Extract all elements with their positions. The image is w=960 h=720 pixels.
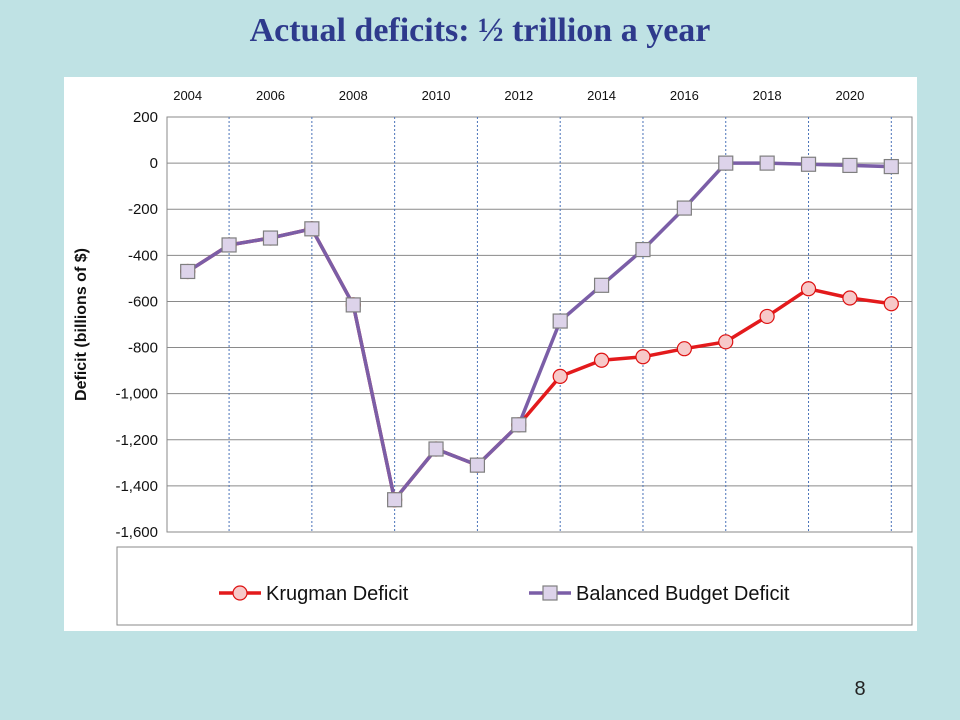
balanced-budget-point [511, 417, 527, 433]
slide-title: Actual deficits: ½ trillion a year [249, 12, 711, 49]
balanced-budget-point [552, 313, 568, 329]
series-line-krugman [186, 227, 892, 502]
y-tick-label: -1,000 [115, 386, 158, 403]
balanced-budget-point [676, 200, 692, 216]
plot-area-border [166, 116, 913, 533]
slide-number: 8 [854, 678, 866, 700]
balanced-budget-point [718, 155, 734, 171]
deficit-line-chart: 200 0 -200 -400 -600 -800 -1,000 -1,200 -1,400 -1… [73, 88, 913, 626]
krugman-point [635, 349, 651, 365]
y-tick-label: 0 [150, 155, 158, 172]
x-tick-label: 2008 [339, 88, 368, 103]
y-tick-label: -600 [128, 293, 158, 310]
x-tick-label: 2016 [670, 88, 699, 103]
balanced-budget-point [387, 492, 403, 508]
krugman-point [759, 308, 775, 325]
legend-label: Krugman Deficit [266, 583, 409, 605]
y-tick-label: -200 [128, 201, 158, 218]
y-tick-label: -400 [128, 247, 158, 264]
krugman-point [676, 341, 692, 357]
x-tick-label: 2004 [173, 88, 202, 103]
balanced-budget-point [800, 156, 817, 172]
x-tick-label: 2018 [753, 88, 782, 103]
balanced-budget-point [593, 277, 610, 293]
krugman-point [718, 334, 734, 350]
legend-box [116, 546, 913, 626]
balanced-budget-point [180, 263, 196, 280]
y-tick-label: -1,400 [115, 478, 158, 495]
krugman-point [800, 281, 817, 297]
chart-panel: 200 0 -200 -400 -600 -800 -1,000 -1,200 -1,400 -1… [64, 77, 917, 631]
series-layer [180, 155, 899, 508]
balanced-budget-point [469, 457, 486, 473]
y-tick-label: -1,200 [115, 432, 158, 449]
balanced-budget-point [345, 297, 361, 313]
legend-marker-square [542, 585, 558, 601]
krugman-point [552, 368, 568, 384]
balanced-budget-point [759, 155, 775, 171]
legend-label: Balanced Budget Deficit [576, 583, 790, 605]
legend-marker-circle [232, 585, 248, 601]
balanced-budget-point [635, 241, 651, 258]
krugman-point [883, 296, 899, 312]
series-line-balanced-budget [186, 161, 892, 502]
grid-layer [166, 116, 913, 533]
x-tick-label: 2014 [587, 88, 616, 103]
y-axis-label: Deficit (billions of $) [73, 248, 90, 401]
x-tick-label: 2010 [422, 88, 451, 103]
balanced-budget-point [304, 221, 320, 237]
y-tick-label: -800 [128, 340, 158, 357]
balanced-budget-point [842, 157, 858, 174]
krugman-point [593, 352, 610, 368]
x-tick-label: 2012 [504, 88, 533, 103]
balanced-budget-point [221, 237, 237, 253]
x-tick-label: 2020 [835, 88, 864, 103]
axis-layer: 200 0 -200 -400 -600 -800 -1,000 -1,200 -1,400 -1… [115, 88, 864, 541]
krugman-point [842, 290, 858, 306]
legend: Krugman Deficit Balanced Budget Deficit [219, 583, 790, 605]
y-tick-label: -1,600 [115, 524, 158, 541]
x-tick-label: 2006 [256, 88, 285, 103]
balanced-budget-point [428, 441, 444, 457]
balanced-budget-point [883, 158, 899, 175]
y-tick-label: 200 [133, 109, 158, 126]
balanced-budget-point [262, 230, 279, 246]
